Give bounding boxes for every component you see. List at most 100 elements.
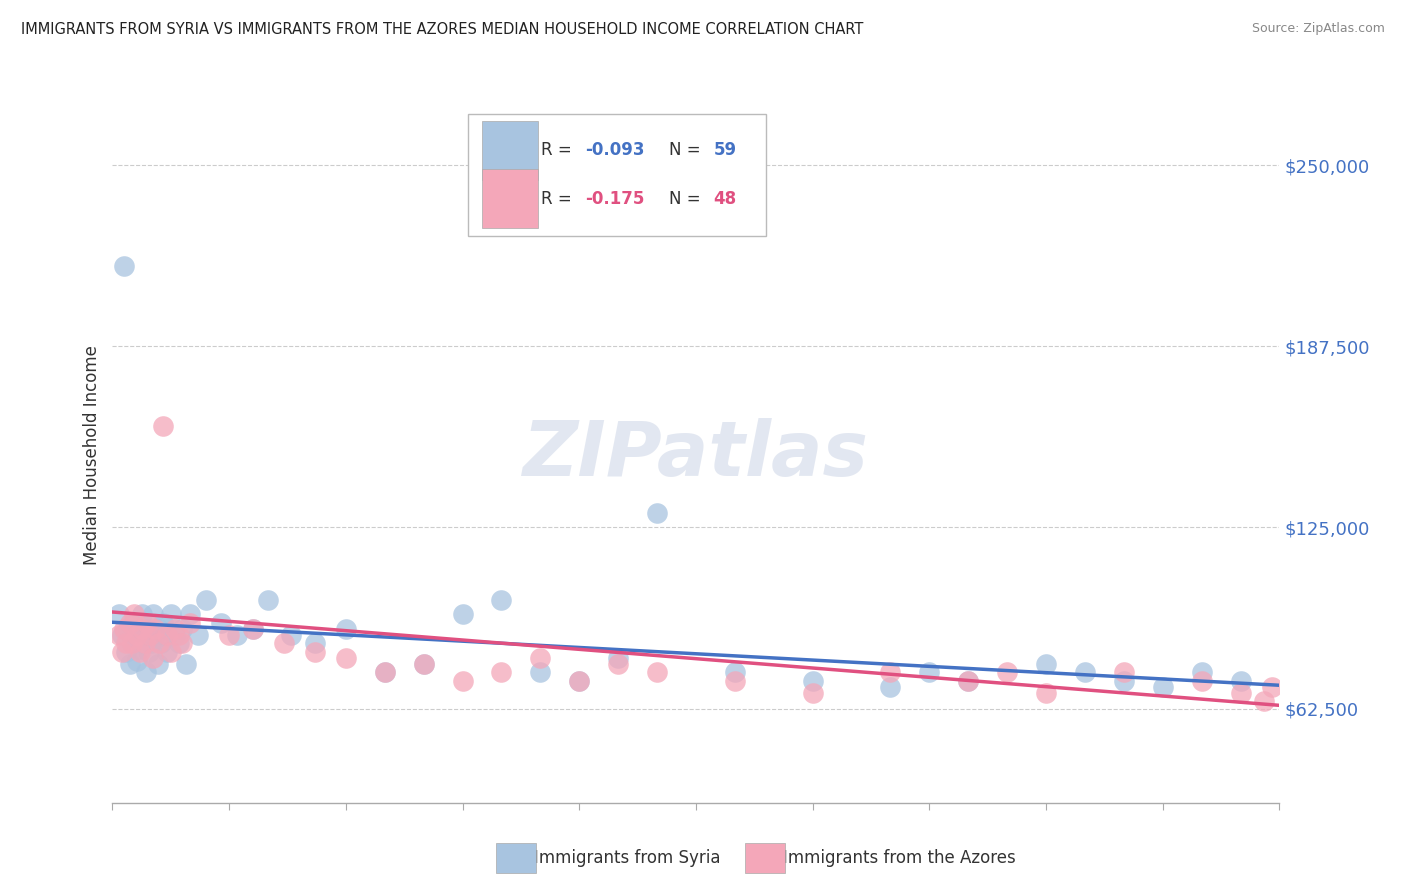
Text: IMMIGRANTS FROM SYRIA VS IMMIGRANTS FROM THE AZORES MEDIAN HOUSEHOLD INCOME CORR: IMMIGRANTS FROM SYRIA VS IMMIGRANTS FROM… — [21, 22, 863, 37]
Point — [607, 651, 630, 665]
Point — [150, 636, 173, 650]
Text: N =: N = — [669, 141, 706, 159]
Point — [257, 592, 280, 607]
Point — [1112, 674, 1135, 689]
Point — [134, 636, 156, 650]
Point — [801, 685, 824, 699]
Point — [136, 622, 159, 636]
Point — [172, 636, 194, 650]
Point — [148, 636, 170, 650]
Point — [118, 615, 141, 630]
Point — [148, 622, 170, 636]
Text: R =: R = — [541, 190, 576, 208]
Point — [1191, 674, 1213, 689]
Point — [194, 592, 217, 607]
Point — [115, 645, 138, 659]
Point — [491, 665, 513, 680]
FancyBboxPatch shape — [482, 169, 538, 228]
Point — [107, 628, 129, 642]
Point — [226, 628, 249, 642]
Point — [143, 628, 166, 642]
Point — [187, 628, 209, 642]
Point — [1035, 685, 1057, 699]
Point — [138, 645, 160, 659]
Point — [128, 645, 150, 659]
Text: -0.175: -0.175 — [585, 190, 644, 208]
Point — [529, 665, 551, 680]
Point — [568, 674, 591, 689]
Point — [529, 651, 551, 665]
Point — [1229, 685, 1251, 699]
Point — [115, 636, 138, 650]
Point — [176, 657, 198, 671]
Point — [879, 665, 901, 680]
Point — [139, 628, 162, 642]
Text: N =: N = — [669, 190, 706, 208]
Point — [1035, 657, 1057, 671]
Point — [194, 65, 217, 79]
Point — [121, 636, 143, 650]
Point — [1112, 665, 1135, 680]
Point — [335, 651, 357, 665]
Text: R =: R = — [541, 141, 576, 159]
Point — [957, 674, 980, 689]
Point — [111, 645, 134, 659]
Point — [112, 260, 135, 274]
Point — [142, 651, 165, 665]
Text: Immigrants from Syria: Immigrants from Syria — [534, 849, 721, 867]
Point — [127, 628, 149, 642]
Point — [132, 628, 155, 642]
Point — [724, 665, 747, 680]
Point — [645, 665, 668, 680]
Point — [918, 665, 941, 680]
Text: Source: ZipAtlas.com: Source: ZipAtlas.com — [1251, 22, 1385, 36]
Point — [118, 657, 141, 671]
FancyBboxPatch shape — [482, 120, 538, 180]
Point — [146, 657, 169, 671]
Point — [374, 665, 396, 680]
Point — [1253, 694, 1275, 708]
Point — [131, 607, 153, 622]
Point — [374, 665, 396, 680]
Point — [125, 628, 148, 642]
Point — [179, 615, 201, 630]
Point — [242, 622, 264, 636]
Point — [155, 628, 177, 642]
Point — [107, 607, 129, 622]
Point — [135, 665, 157, 680]
Point — [172, 622, 194, 636]
Point — [1191, 665, 1213, 680]
Point — [179, 607, 201, 622]
Point — [304, 645, 326, 659]
Point — [152, 615, 174, 630]
Point — [957, 674, 980, 689]
Point — [801, 674, 824, 689]
Point — [136, 615, 159, 630]
Point — [724, 674, 747, 689]
Point — [128, 642, 150, 657]
Point — [1260, 680, 1282, 694]
Point — [127, 654, 149, 668]
Point — [121, 636, 143, 650]
Point — [645, 506, 668, 520]
Point — [163, 628, 186, 642]
Point — [1152, 680, 1174, 694]
Point — [995, 665, 1018, 680]
Point — [280, 628, 302, 642]
Point — [209, 615, 232, 630]
Text: ZIPatlas: ZIPatlas — [523, 418, 869, 491]
Point — [451, 607, 474, 622]
Point — [491, 592, 513, 607]
Point — [111, 628, 134, 642]
Point — [607, 657, 630, 671]
Point — [152, 418, 174, 433]
Point — [142, 607, 165, 622]
Point — [156, 645, 179, 659]
Point — [131, 622, 153, 636]
Text: 48: 48 — [713, 190, 737, 208]
Point — [451, 674, 474, 689]
Point — [167, 628, 190, 642]
Point — [160, 645, 183, 659]
Point — [160, 607, 183, 622]
Point — [143, 622, 166, 636]
